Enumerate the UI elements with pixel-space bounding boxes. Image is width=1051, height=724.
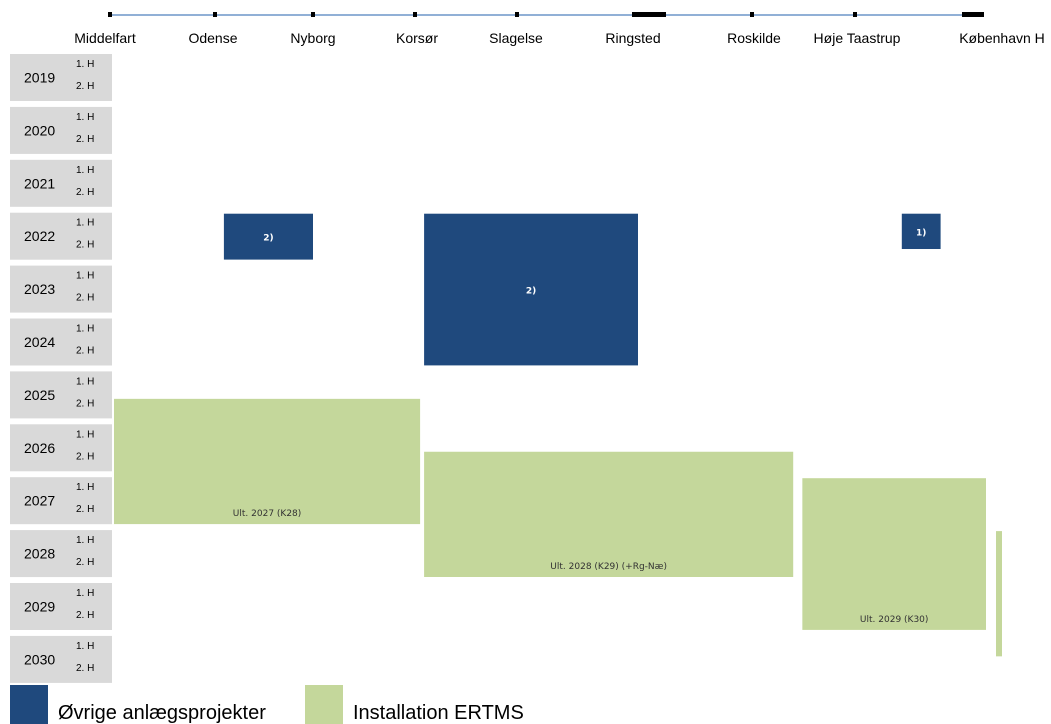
station-marker — [515, 12, 519, 17]
half-label: 1. H — [76, 218, 94, 229]
bar-label: 2) — [526, 287, 536, 297]
year-cell — [10, 318, 112, 366]
year-cell — [10, 265, 112, 313]
half-label: 2. H — [76, 187, 94, 198]
year-label: 2022 — [24, 228, 55, 244]
bar-ovrige — [901, 213, 941, 250]
half-label: 2. H — [76, 451, 94, 462]
bar-label: 1) — [916, 228, 926, 238]
half-label: 2. H — [76, 504, 94, 515]
year-label: 2023 — [24, 281, 55, 297]
year-cell — [10, 212, 112, 260]
year-label: 2028 — [24, 546, 55, 562]
year-cell — [10, 583, 112, 630]
bar-ertms — [996, 531, 1002, 657]
station-marker — [962, 12, 984, 17]
half-label: 1. H — [76, 641, 94, 652]
half-label: 2. H — [76, 398, 94, 409]
legend-swatch — [305, 685, 343, 724]
year-cell — [10, 371, 112, 419]
half-label: 1. H — [76, 59, 94, 70]
bar-ertms — [114, 398, 421, 525]
half-label: 1. H — [76, 165, 94, 176]
year-label: 2029 — [24, 599, 55, 615]
half-label: 1. H — [76, 429, 94, 440]
half-label: 1. H — [76, 324, 94, 335]
station-label: Slagelse — [489, 30, 543, 46]
half-label: 2. H — [76, 81, 94, 92]
station-label: København H — [959, 30, 1045, 46]
year-label: 2021 — [24, 175, 55, 191]
station-label: Roskilde — [727, 30, 781, 46]
bar-label: Ult. 2028 (K29) (+Rg-Næ) — [550, 562, 667, 572]
legend-label: Installation ERTMS — [353, 702, 524, 724]
bar-ovrige — [424, 213, 638, 366]
station-marker — [750, 12, 754, 17]
year-label: 2026 — [24, 440, 55, 456]
half-label: 1. H — [76, 588, 94, 599]
half-label: 2. H — [76, 293, 94, 304]
year-cell — [10, 424, 112, 472]
half-label: 1. H — [76, 271, 94, 282]
station-label: Middelfart — [74, 30, 136, 46]
half-label: 2. H — [76, 346, 94, 357]
year-label: 2025 — [24, 387, 55, 403]
half-label: 1. H — [76, 112, 94, 123]
bar-ertms — [802, 478, 986, 630]
bar-label: Ult. 2029 (K30) — [860, 615, 928, 625]
bar-ertms — [424, 451, 794, 577]
year-cell — [10, 54, 112, 101]
half-label: 2. H — [76, 134, 94, 145]
station-label: Odense — [188, 30, 237, 46]
bar-label: 2) — [263, 234, 273, 244]
year-label: 2030 — [24, 651, 55, 667]
year-cell — [10, 477, 112, 525]
year-cell — [10, 159, 112, 207]
half-label: 2. H — [76, 557, 94, 568]
legend-label: Øvrige anlægsprojekter — [58, 702, 266, 724]
bar-label: Ult. 2027 (K28) — [233, 509, 301, 519]
station-marker — [311, 12, 315, 17]
half-label: 2. H — [76, 610, 94, 621]
year-cell — [10, 635, 112, 683]
year-label: 2020 — [24, 122, 55, 138]
station-marker — [853, 12, 857, 17]
half-label: 1. H — [76, 482, 94, 493]
station-label: Ringsted — [605, 30, 660, 46]
station-marker — [413, 12, 417, 17]
station-label: Høje Taastrup — [814, 30, 901, 46]
half-label: 1. H — [76, 535, 94, 546]
year-cell — [10, 530, 112, 578]
bar-ovrige — [223, 213, 313, 260]
half-label: 2. H — [76, 663, 94, 674]
half-label: 1. H — [76, 376, 94, 387]
station-label: Korsør — [396, 30, 438, 46]
station-marker — [213, 12, 217, 17]
station-marker — [632, 12, 666, 17]
half-label: 2. H — [76, 240, 94, 251]
station-label: Nyborg — [290, 30, 335, 46]
legend-swatch — [10, 685, 48, 724]
year-label: 2027 — [24, 493, 55, 509]
year-label: 2019 — [24, 70, 55, 86]
year-label: 2024 — [24, 334, 55, 350]
year-cell — [10, 106, 112, 154]
station-marker — [108, 12, 112, 17]
